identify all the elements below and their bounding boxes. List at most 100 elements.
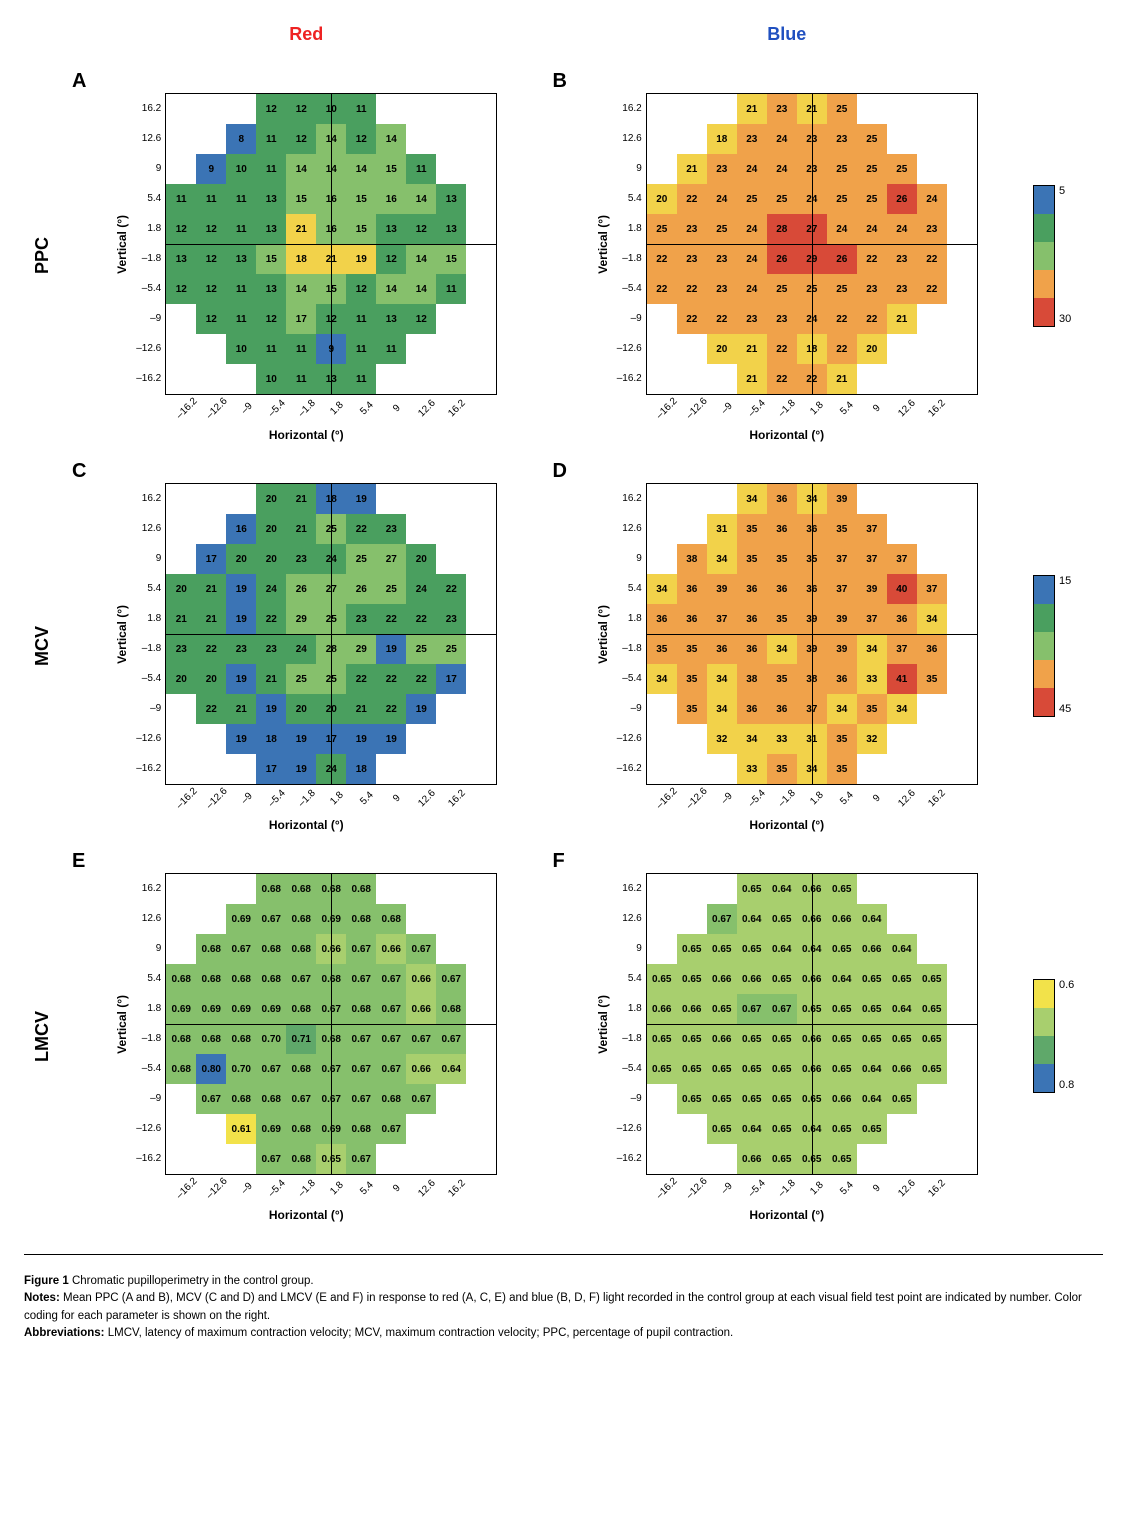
heatmap-cell: 0.66 (406, 994, 436, 1024)
heatmap-cell: 0.64 (767, 934, 797, 964)
heatmap-cell: 11 (256, 154, 286, 184)
heatmap-cell (647, 364, 677, 394)
heatmap-cell: 0.65 (857, 1024, 887, 1054)
heatmap-cell: 35 (827, 754, 857, 784)
heatmap-cell: 19 (226, 724, 256, 754)
heatmap-cell: 0.66 (827, 1084, 857, 1114)
heatmap-cell: 0.67 (376, 1054, 406, 1084)
heatmap-cell: 36 (767, 694, 797, 724)
heatmap-cell: 23 (887, 274, 917, 304)
heatmap-cell: 14 (286, 274, 316, 304)
heatmap-cell: 0.65 (917, 994, 947, 1024)
heatmap-cell: 35 (857, 694, 887, 724)
heatmap-cell (196, 904, 226, 934)
heatmap-cell (887, 904, 917, 934)
heatmap-cell (947, 544, 977, 574)
heatmap-cell: 10 (256, 364, 286, 394)
heatmap-cell: 29 (286, 604, 316, 634)
heatmap-cell (466, 364, 496, 394)
heatmap-cell: 11 (346, 94, 376, 124)
heatmap-cell: 29 (346, 634, 376, 664)
heatmap-cell: 24 (917, 184, 947, 214)
heatmap-cell: 34 (647, 574, 677, 604)
heatmap-cell: 0.65 (737, 1054, 767, 1084)
heatmap-cell: 36 (767, 484, 797, 514)
y-ticks: 16.212.695.41.8–1.8–5.4–9–12.6–16.2 (131, 94, 165, 394)
row-label-ppc: PPC (32, 237, 53, 274)
heatmap-cell (917, 934, 947, 964)
heatmap-cell (466, 574, 496, 604)
heatmap-cell (647, 514, 677, 544)
heatmap-cell (466, 304, 496, 334)
heatmap-cell (436, 874, 466, 904)
heatmap-cell (947, 724, 977, 754)
heatmap-cell: 17 (196, 544, 226, 574)
heatmap-cell: 0.68 (346, 904, 376, 934)
heatmap-cell: 20 (857, 334, 887, 364)
heatmap-cell (947, 214, 977, 244)
heatmap-cell: 0.65 (827, 1144, 857, 1174)
y-axis-label: Vertical (°) (115, 215, 129, 274)
heatmap-cell (947, 274, 977, 304)
heatmap-cell: 0.67 (346, 1144, 376, 1174)
heatmap-cell: 34 (737, 484, 767, 514)
heatmap-cell: 40 (887, 574, 917, 604)
heatmap-cell (647, 124, 677, 154)
caption-rule (24, 1254, 1103, 1255)
heatmap-cell: 0.68 (226, 1084, 256, 1114)
heatmap-cell: 0.68 (286, 934, 316, 964)
heatmap-cell: 23 (677, 244, 707, 274)
heatmap-cell: 22 (647, 244, 677, 274)
heatmap-cell: 12 (286, 124, 316, 154)
heatmap-cell: 0.65 (767, 1084, 797, 1114)
heatmap-cell: 0.69 (226, 904, 256, 934)
heatmap-cell: 0.64 (827, 964, 857, 994)
heatmap-cell: 36 (677, 574, 707, 604)
heatmap-cell (887, 1144, 917, 1174)
x-ticks: –16.2–12.6–9–5.4–1.81.85.4912.616.2 (652, 1175, 982, 1194)
heatmap-cell (196, 874, 226, 904)
heatmap-cell: 21 (166, 604, 196, 634)
heatmap-cell (466, 1054, 496, 1084)
heatmap-cell (947, 664, 977, 694)
heatmap-cell: 22 (917, 274, 947, 304)
heatmap-cell: 31 (707, 514, 737, 544)
heatmap-cell: 0.67 (767, 994, 797, 1024)
heatmap-cell: 0.65 (767, 1024, 797, 1054)
heatmap-cell: 0.68 (256, 964, 286, 994)
heatmap-cell: 22 (917, 244, 947, 274)
heatmap-cell (166, 694, 196, 724)
heatmap-cell: 0.67 (376, 994, 406, 1024)
heatmap-cell: 25 (887, 154, 917, 184)
heatmap-cell: 0.64 (767, 874, 797, 904)
heatmap-cell (917, 334, 947, 364)
heatmap-cell: 0.68 (376, 904, 406, 934)
column-title-blue: Blue (553, 24, 1022, 52)
heatmap-cell: 11 (256, 124, 286, 154)
heatmap-cell: 14 (406, 184, 436, 214)
heatmap-cell: 26 (286, 574, 316, 604)
heatmap-cell (917, 514, 947, 544)
heatmap-cell: 0.65 (827, 994, 857, 1024)
heatmap-cell (917, 1144, 947, 1174)
heatmap-cell: 0.65 (767, 1144, 797, 1174)
heatmap-cell (917, 1114, 947, 1144)
heatmap-cell: 37 (857, 604, 887, 634)
heatmap-cell: 23 (226, 634, 256, 664)
heatmap-cell: 11 (346, 364, 376, 394)
heatmap-grid: 0.680.680.680.680.690.670.680.690.680.68… (165, 873, 497, 1175)
heatmap-cell (947, 244, 977, 274)
heatmap-cell: 0.68 (256, 874, 286, 904)
heatmap-cell: 34 (827, 694, 857, 724)
heatmap-cell (947, 364, 977, 394)
heatmap-cell: 0.67 (196, 1084, 226, 1114)
heatmap-cell: 34 (707, 694, 737, 724)
heatmap-cell (707, 1144, 737, 1174)
heatmap-cell (947, 634, 977, 664)
heatmap-cell: 20 (647, 184, 677, 214)
heatmap-cell: 28 (767, 214, 797, 244)
heatmap-cell: 12 (166, 214, 196, 244)
colorbar (1033, 979, 1055, 1093)
heatmap-cell: 24 (286, 634, 316, 664)
heatmap-cell: 12 (286, 94, 316, 124)
